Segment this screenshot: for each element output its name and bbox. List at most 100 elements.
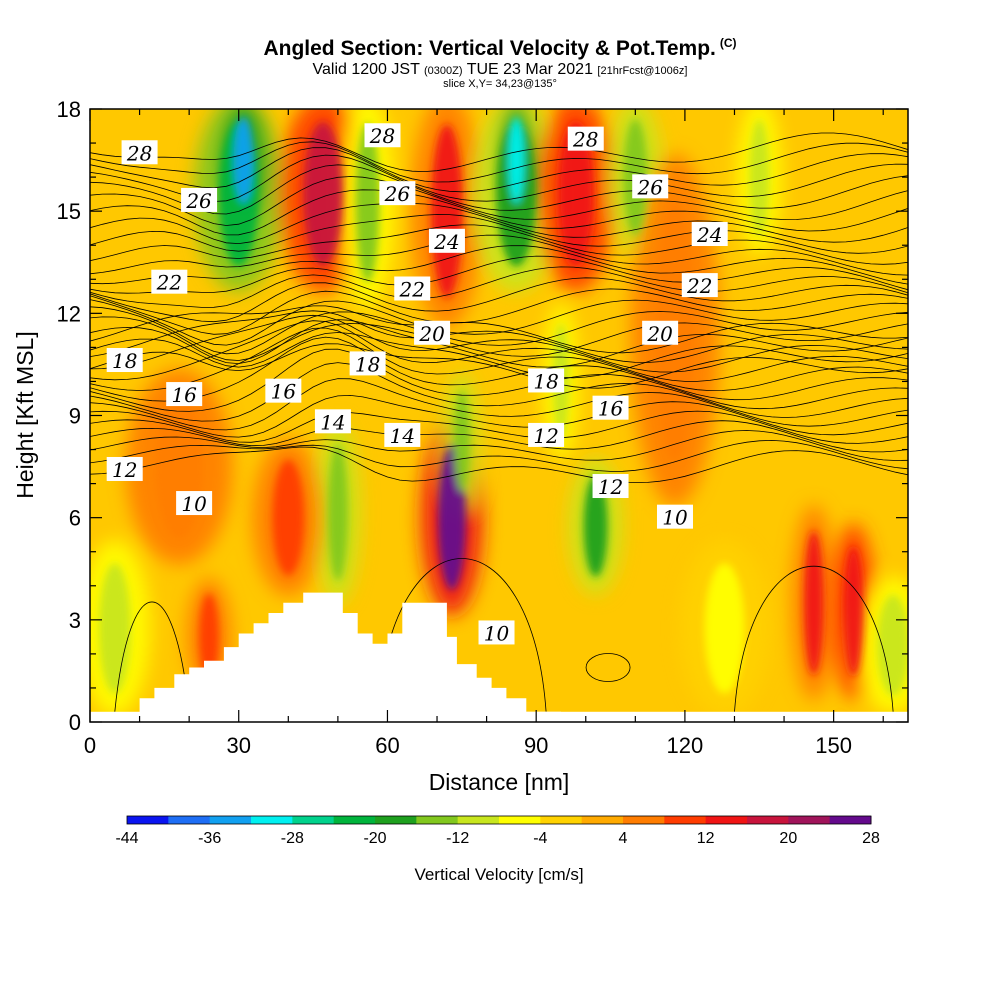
contour-label: 28 [572, 128, 598, 152]
contour-label-bg [528, 422, 565, 447]
theta-contour [90, 214, 908, 254]
contour-label: 10 [662, 506, 688, 530]
theta-contour [114, 601, 190, 712]
contour-label: 18 [355, 352, 380, 376]
colorbar-swatch [251, 816, 293, 824]
velocity-core [583, 475, 608, 577]
y-axis-label: Height [Kft MSL] [12, 331, 38, 498]
contour-label-bg [151, 269, 188, 294]
colorbar-swatch [788, 816, 831, 824]
contour-label-bg [632, 174, 669, 199]
colorbar-tick-label: -12 [446, 830, 469, 847]
contour-label-bg [121, 140, 158, 165]
contour-label-bg [656, 504, 693, 529]
colorbar-tick-label: -28 [281, 830, 304, 847]
velocity-core [98, 563, 131, 694]
contour-label-bg [642, 320, 679, 345]
colorbar-swatch [705, 816, 748, 824]
colorbar-swatch [292, 816, 335, 824]
chart-subtitle: Valid 1200 JST (0300Z) TUE 23 Mar 2021 [… [0, 61, 1000, 79]
theta-contour [90, 310, 908, 363]
contour-label: 28 [369, 124, 395, 148]
terrain [139, 592, 561, 722]
x-axis-label: Distance [nm] [429, 769, 570, 795]
theta-contour [90, 255, 908, 294]
theta-contour [90, 336, 908, 402]
velocity-core [557, 121, 594, 267]
contour-label: 16 [171, 383, 197, 407]
y-tick-label: 6 [69, 506, 81, 531]
colorbar-swatch [747, 816, 789, 824]
theta-contour [90, 378, 908, 431]
x-tick-label: 120 [667, 733, 704, 758]
plot-area: 28 28 28 26 26 26 24 24 22 22 22 20 20 18 18 18 16 16 16 14… [90, 109, 908, 722]
contour-label: 26 [384, 182, 411, 206]
x-tick-label: 90 [524, 733, 548, 758]
contour-label-bg [681, 273, 718, 298]
utc-time: (0300Z) [424, 65, 463, 77]
theta-contour [90, 316, 908, 361]
velocity-core [355, 123, 380, 283]
theta-contour [90, 299, 908, 346]
contour-labels: 28 28 28 26 26 26 24 24 22 22 22 20 20 18 18 18 16 16 16 14… [106, 123, 728, 645]
colorbar-tick-label: 28 [862, 830, 880, 847]
velocity-cores [98, 116, 908, 697]
theta-contour [90, 245, 908, 285]
velocity-core [303, 121, 343, 267]
x-tick-label: 60 [375, 733, 399, 758]
velocity-core [704, 563, 745, 694]
contour-label: 16 [598, 397, 624, 421]
contour-label: 22 [686, 274, 712, 298]
contour-label: 24 [696, 223, 722, 247]
axis-ticks [89, 108, 908, 723]
contour-label-bg [166, 382, 203, 407]
theta-contour [90, 343, 908, 389]
theta-contour [90, 320, 908, 382]
colorbar-swatch [829, 816, 872, 824]
colorbar-swatch [375, 816, 417, 824]
theta-contour [90, 362, 908, 422]
contour-label: 14 [390, 424, 415, 448]
y-tick-label: 9 [69, 404, 81, 429]
velocity-core [431, 124, 463, 299]
contour-label-bg [478, 620, 515, 645]
theta-contour [90, 277, 908, 323]
chart-title: Angled Section: Vertical Velocity & Pot.… [0, 36, 1000, 61]
contour-label-bg [567, 126, 604, 151]
contour-label-bg [592, 474, 629, 499]
colorbar-swatch [127, 816, 169, 824]
contour-label: 22 [156, 271, 182, 295]
contour-label: 28 [126, 141, 152, 165]
colorbar-tick-label: -44 [115, 830, 138, 847]
y-tick-label: 15 [57, 199, 81, 224]
slice-info: slice X,Y= 34,23@135° [443, 78, 557, 90]
contour-label-bg [106, 456, 143, 481]
x-tick-label: 30 [226, 733, 250, 758]
colorbar-swatch [499, 816, 541, 824]
x-axis-tick-labels: 0 30 60 90 120 150 [84, 733, 852, 758]
velocity-core [803, 530, 824, 676]
y-axis-tick-labels: 0 3 6 9 12 15 18 [57, 97, 81, 735]
theta-contour [90, 348, 908, 412]
colorbar-tick-label: -20 [363, 830, 386, 847]
theta-contour [90, 410, 908, 444]
contour-label-bg [384, 422, 421, 447]
valid-date: TUE 23 Mar 2021 [466, 61, 593, 78]
contour-label-bg [414, 320, 451, 345]
potential-temperature-contours [90, 132, 908, 712]
colorbar-swatch [209, 816, 252, 824]
velocity-core [155, 394, 204, 539]
theta-contour [90, 234, 908, 276]
contour-label: 22 [399, 277, 425, 301]
theta-contour [90, 147, 908, 193]
contour-label-bg [176, 491, 213, 516]
chart-title-text: Angled Section: Vertical Velocity & Pot.… [263, 37, 716, 60]
colorbar-swatch [540, 816, 583, 824]
colorbar [126, 815, 872, 825]
colorbar-tick-label: 20 [779, 830, 797, 847]
contour-label-bg [428, 228, 465, 253]
y-tick-label: 3 [69, 608, 81, 633]
theta-contour [90, 266, 908, 308]
contour-label: 18 [112, 349, 137, 373]
colorbar-title: Vertical Velocity [cm/s] [414, 865, 583, 884]
